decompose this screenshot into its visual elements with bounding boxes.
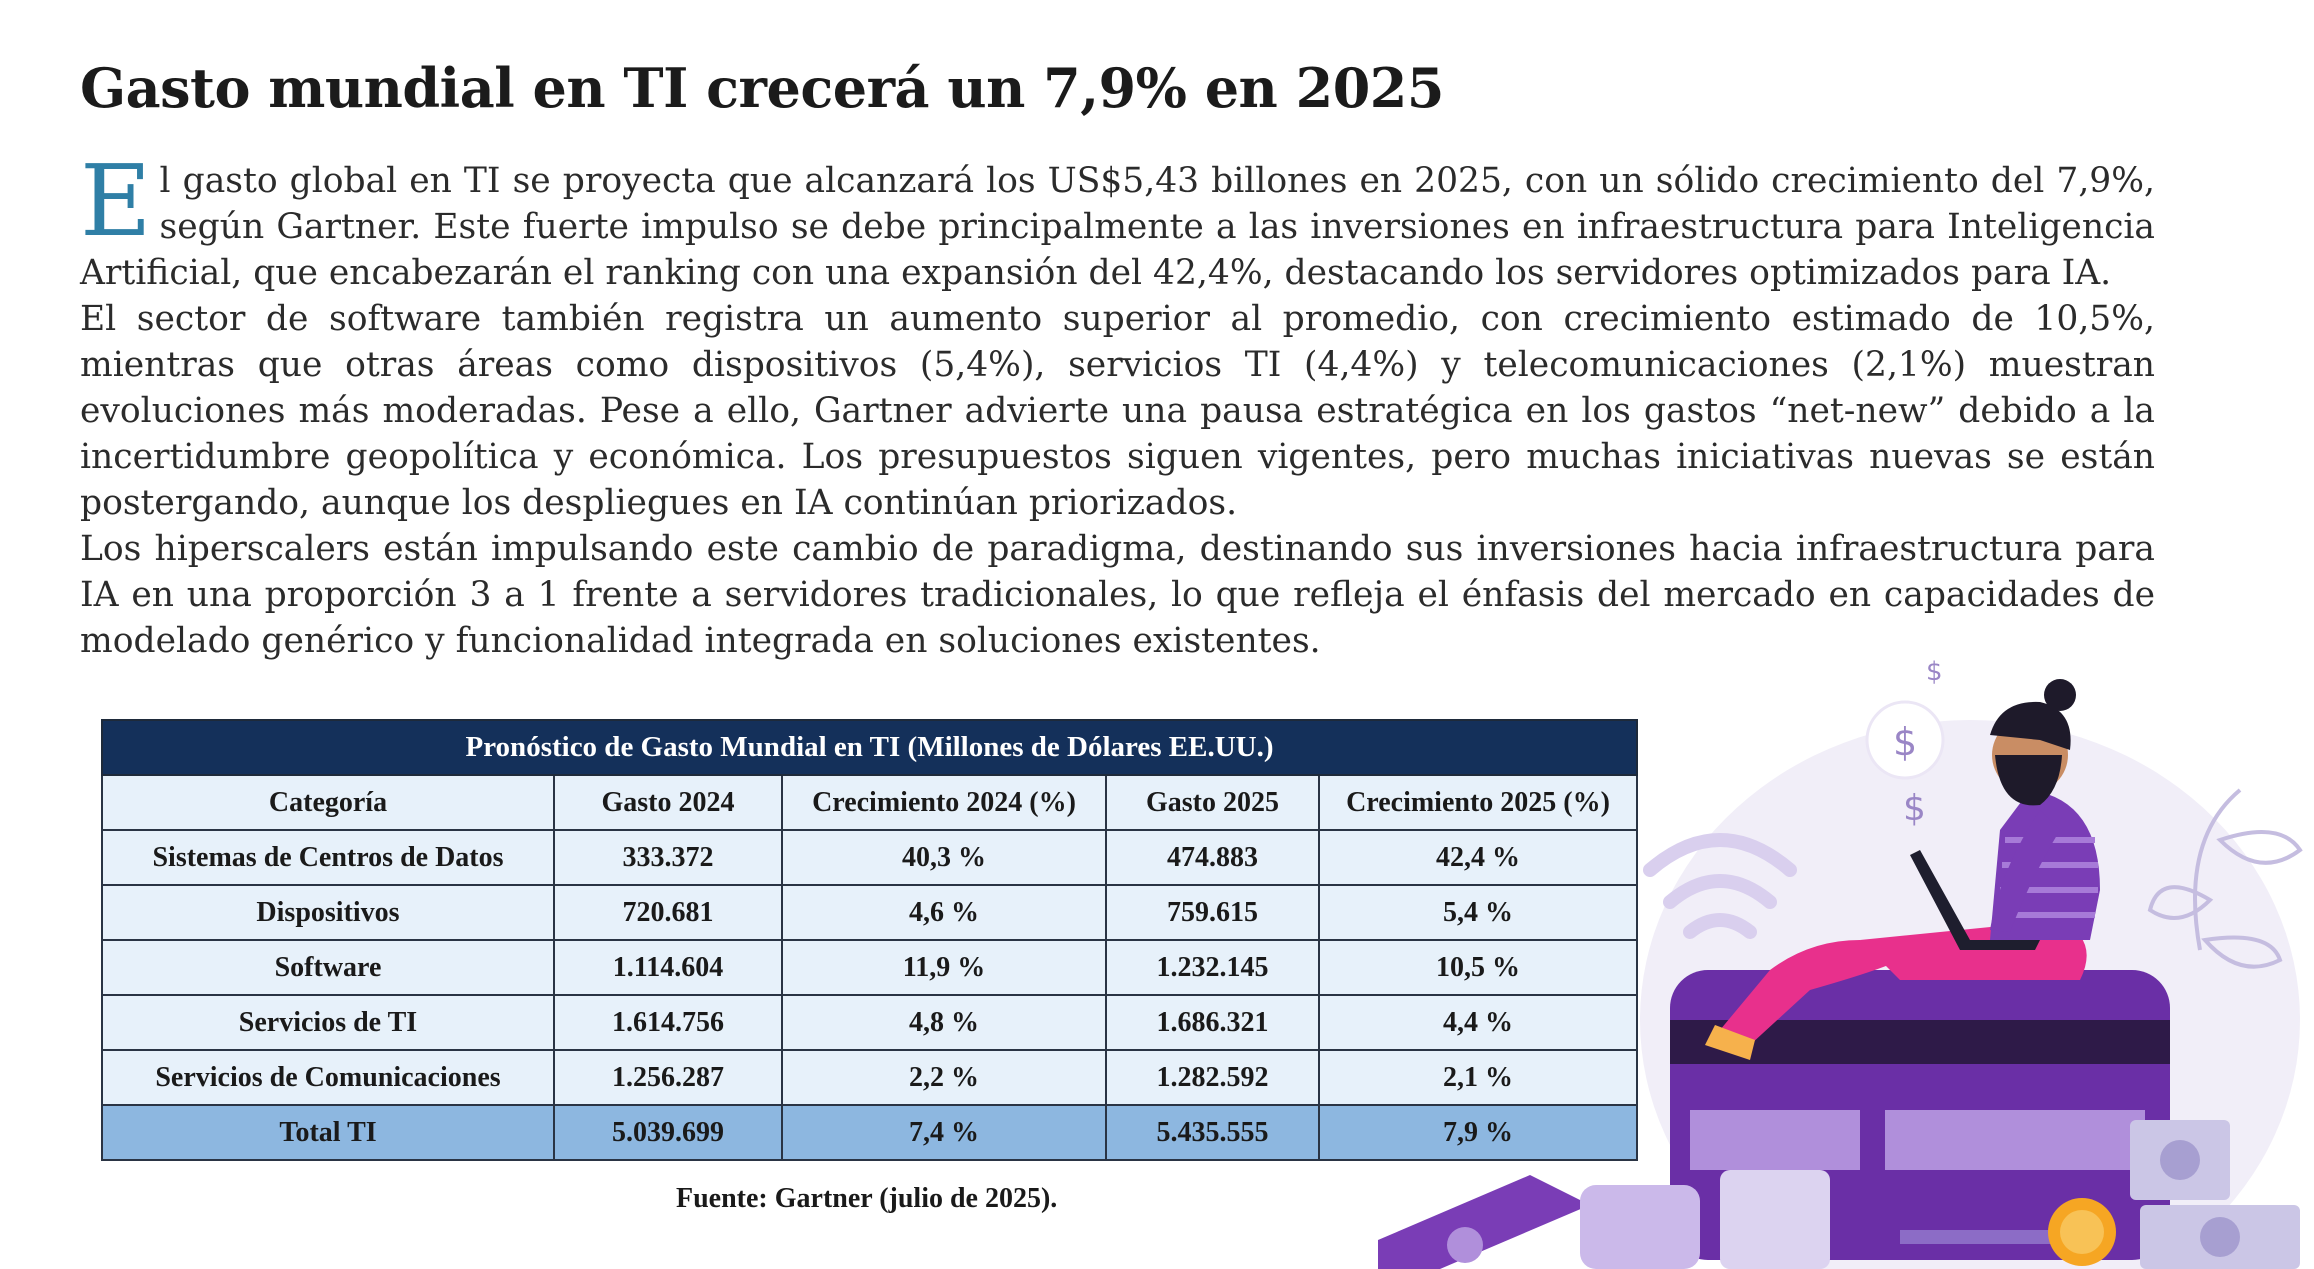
table-cell: 7,4 % (781, 1104, 1107, 1161)
table-cell: 42,4 % (1317, 829, 1639, 886)
paragraph-3: Los hiperscalers están impulsando este c… (80, 529, 2155, 661)
svg-text:$: $ (1926, 657, 1943, 687)
table-cell: 5.039.699 (553, 1104, 783, 1161)
source-note: Fuente: Gartner (julio de 2025). (676, 1183, 1058, 1214)
column-header: Gasto 2025 (1105, 774, 1320, 831)
drop-cap: E (80, 145, 152, 259)
table-row: Servicios de TI 1.614.756 4,8 % 1.686.32… (101, 994, 1639, 1051)
table-cell: 4,4 % (1317, 994, 1639, 1051)
table-cell: 333.372 (553, 829, 783, 886)
table-cell: 720.681 (553, 884, 783, 941)
table-row: Servicios de Comunicaciones 1.256.287 2,… (101, 1049, 1639, 1106)
table-cell: Servicios de TI (101, 994, 555, 1051)
table-cell: 7,9 % (1317, 1104, 1639, 1161)
table-cell: Total TI (101, 1104, 555, 1161)
coin-icon (2048, 1198, 2116, 1266)
table-cell: Dispositivos (101, 884, 555, 941)
table-total-row: Total TI 5.039.699 7,4 % 5.435.555 7,9 % (101, 1104, 1639, 1161)
paragraph-2: El sector de software también registra u… (80, 299, 2155, 523)
table-row: Dispositivos 720.681 4,6 % 759.615 5,4 % (101, 884, 1639, 941)
column-header: Crecimiento 2025 (%) (1317, 774, 1639, 831)
person-figure (1705, 679, 2100, 1060)
table-cell: 1.256.287 (553, 1049, 783, 1106)
table-header-row: Categoría Gasto 2024 Crecimiento 2024 (%… (101, 774, 1639, 831)
column-header: Gasto 2024 (553, 774, 783, 831)
table-cell: 5,4 % (1317, 884, 1639, 941)
table-cell: 474.883 (1105, 829, 1320, 886)
table-cell: 2,2 % (781, 1049, 1107, 1106)
cash-icon (2130, 1120, 2300, 1269)
table-caption: Pronóstico de Gasto Mundial en TI (Millo… (100, 719, 1639, 776)
dollar-icon: $ $ $ (1865, 657, 1945, 829)
paragraph-1-text: l gasto global en TI se proyecta que alc… (80, 161, 2155, 293)
forecast-table: Pronóstico de Gasto Mundial en TI (Millo… (100, 719, 1639, 1161)
table-cell: 2,1 % (1317, 1049, 1639, 1106)
table-cell: 40,3 % (781, 829, 1107, 886)
svg-text:$: $ (1903, 788, 1926, 829)
forecast-table-container: Pronóstico de Gasto Mundial en TI (Millo… (100, 719, 1639, 1161)
table-cell: 759.615 (1105, 884, 1320, 941)
table-cell: Sistemas de Centros de Datos (101, 829, 555, 886)
table-cell: 10,5 % (1317, 939, 1639, 996)
table-cell: 1.614.756 (553, 994, 783, 1051)
leaf-icon (2147, 788, 2303, 969)
table-row: Software 1.114.604 11,9 % 1.232.145 10,5… (101, 939, 1639, 996)
table-cell: 1.232.145 (1105, 939, 1320, 996)
svg-text:$: $ (1893, 720, 1917, 764)
table-cell: 5.435.555 (1105, 1104, 1320, 1161)
article-title: Gasto mundial en TI crecerá un 7,9% en 2… (80, 56, 1444, 120)
table-cell: 1.114.604 (553, 939, 783, 996)
table-cell: Software (101, 939, 555, 996)
table-cell: 11,9 % (781, 939, 1107, 996)
column-header: Categoría (101, 774, 555, 831)
table-cell: 4,8 % (781, 994, 1107, 1051)
table-row: Sistemas de Centros de Datos 333.372 40,… (101, 829, 1639, 886)
small-card-icon (1378, 1170, 1830, 1269)
table-cell: 1.686.321 (1105, 994, 1320, 1051)
wifi-icon (1643, 833, 1797, 939)
table-cell: 1.282.592 (1105, 1049, 1320, 1106)
table-cell: Servicios de Comunicaciones (101, 1049, 555, 1106)
person-with-laptop-illustration: $ $ $ (1378, 657, 2303, 1269)
column-header: Crecimiento 2024 (%) (781, 774, 1107, 831)
table-cell: 4,6 % (781, 884, 1107, 941)
